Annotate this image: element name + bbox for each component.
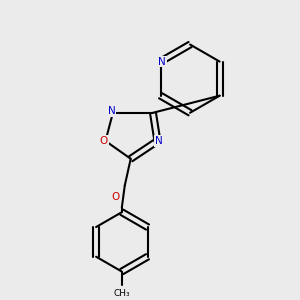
Text: CH₃: CH₃ xyxy=(113,290,130,298)
Text: N: N xyxy=(107,106,115,116)
Text: O: O xyxy=(100,136,108,146)
Text: N: N xyxy=(155,136,163,146)
Text: N: N xyxy=(158,57,166,67)
Text: O: O xyxy=(112,192,120,202)
